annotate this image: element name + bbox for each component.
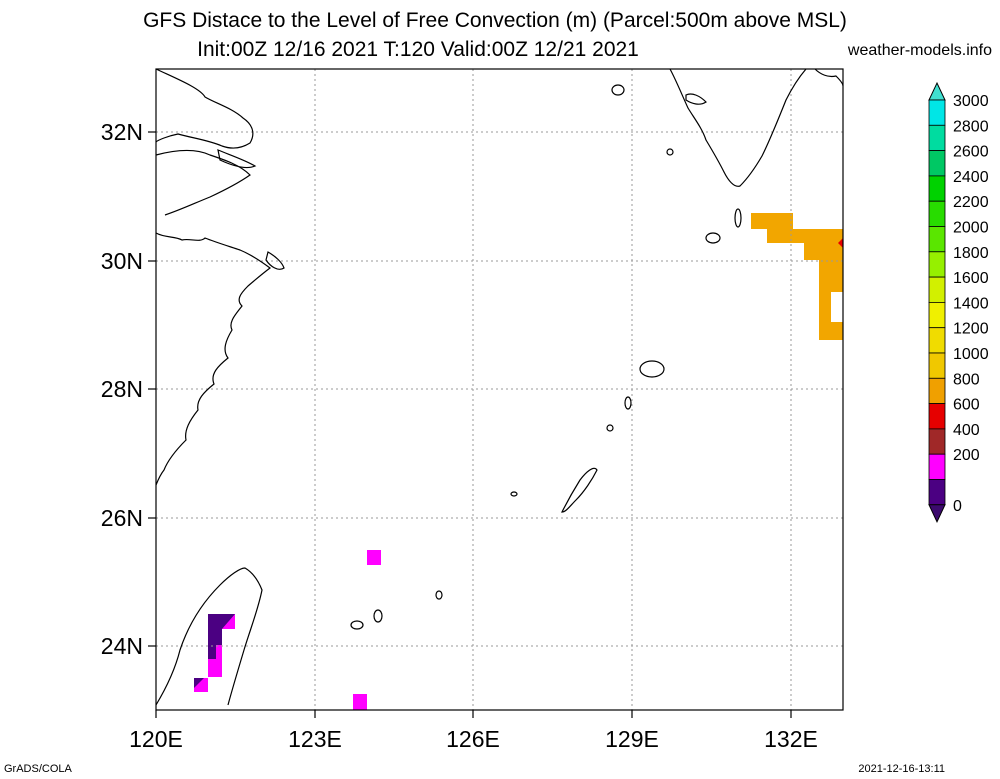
colorbar-swatch [928,453,946,480]
shade-cell [831,322,843,340]
shade-cell [819,292,831,340]
lon-label: 132E [764,726,818,752]
colorbar-swatch [928,226,946,253]
coast-china [155,68,254,149]
colorbar-label: 2800 [953,118,989,135]
grid-lines [156,69,843,710]
shade-cell [767,229,843,243]
lat-label: 24N [101,633,143,659]
lat-label: 30N [101,248,143,274]
footer-software: GrADS/COLA [4,763,72,775]
colorbar-label: 2400 [953,169,989,186]
shade-cell-magenta [353,694,367,710]
colorbar-swatch [928,175,946,202]
map-frame [155,68,844,711]
shade-cell-red [838,238,843,248]
colorbar-label: 1800 [953,245,989,262]
colorbar-swatch [928,403,946,430]
lat-label: 26N [101,505,143,531]
colorbar-label: 2200 [953,194,989,211]
shade-cell-magenta [367,550,381,565]
colorbar-bottom-arrow [928,504,946,523]
colorbar-swatch [928,479,946,506]
colorbar-swatch [928,377,946,404]
shade-cell [819,260,843,292]
colorbar-swatch [928,200,946,227]
colorbar-swatch [928,352,946,379]
coastlines [155,68,844,706]
colorbar-swatch [928,276,946,303]
colorbar: 3000280026002400220020001800160014001200… [928,81,989,523]
colorbar-swatch [928,327,946,354]
colorbar-label: 1400 [953,295,989,312]
chart-subtitle: Init:00Z 12/16 2021 T:120 Valid:00Z 12/2… [197,38,639,61]
island-okinawa [561,467,598,513]
island-amami [639,360,665,378]
shade-cell-indigo [222,614,235,629]
colorbar-label: 800 [953,371,980,388]
colorbar-label: 400 [953,422,980,439]
colorbar-label: 2000 [953,220,989,237]
colorbar-label: 1600 [953,270,989,287]
shade-cell [751,213,793,229]
shade-cell-indigo [194,678,204,688]
colorbar-top-arrow [928,81,946,101]
colorbar-label: 2600 [953,144,989,161]
colorbar-label: 1000 [953,346,989,363]
lon-label: 129E [605,726,659,752]
lon-label: 126E [446,726,500,752]
colorbar-label: 600 [953,397,980,414]
colorbar-swatch [928,301,946,329]
colorbar-label: 200 [953,447,980,464]
shade-cell-indigo [208,629,216,659]
colorbar-label: 3000 [953,93,989,110]
coast-kyushu [669,68,807,187]
lat-label: 32N [101,119,143,145]
source-site: weather-models.info [847,42,992,59]
lon-label: 123E [288,726,342,752]
lon-label: 120E [129,726,183,752]
lat-label: 28N [101,376,143,402]
coast-taiwan [155,567,263,706]
colorbar-swatch [928,124,946,152]
colorbar-swatch [928,251,946,278]
colorbar-label: 0 [953,498,962,515]
shading-cells [194,213,843,710]
shade-cell [804,243,843,260]
colorbar-swatch [928,150,946,177]
colorbar-swatch [928,99,946,126]
footer-timestamp: 2021-12-16-13:11 [858,763,945,775]
colorbar-swatch [928,428,946,455]
colorbar-label: 1200 [953,321,989,338]
axis-ticks [148,131,792,718]
chart-title: GFS Distace to the Level of Free Convect… [143,9,847,32]
